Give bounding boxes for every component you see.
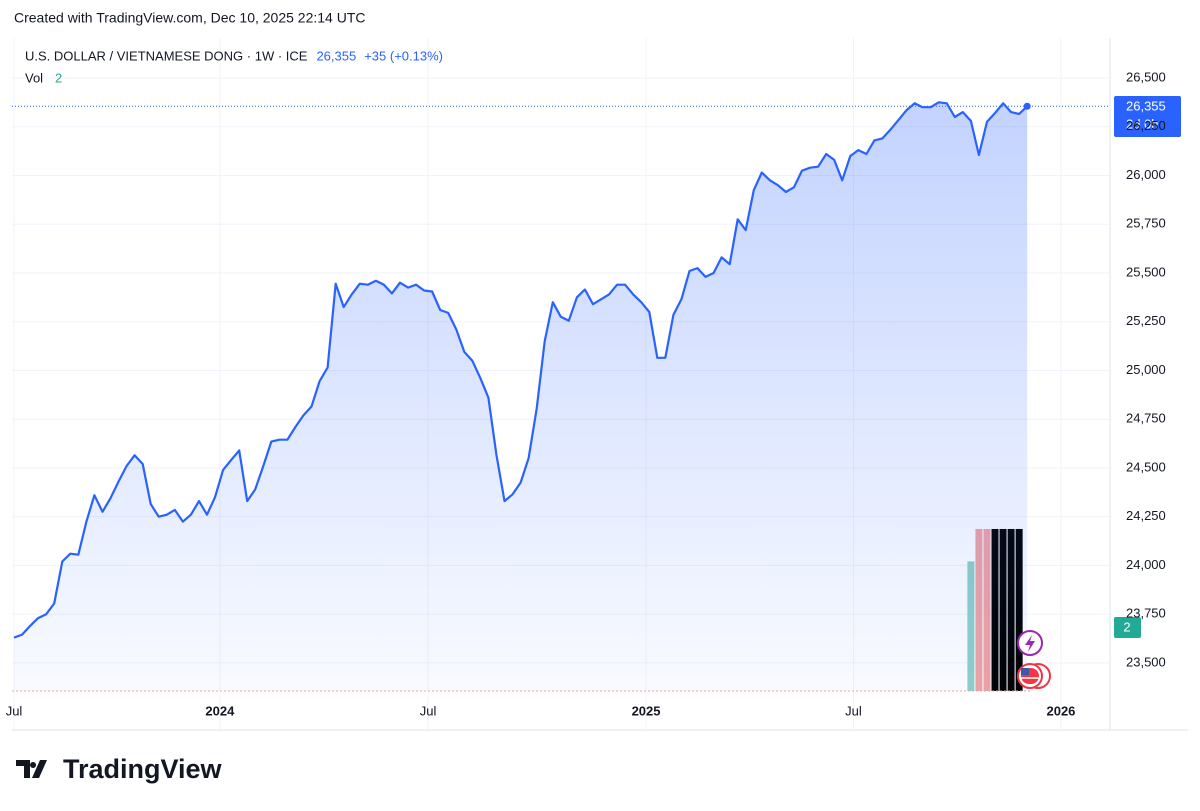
y-tick-label: 23,750 <box>1126 606 1166 621</box>
volume-legend: Vol <box>25 70 43 85</box>
logo-text: TradingView <box>63 754 223 784</box>
price-change: +35 (+0.13%) <box>364 48 443 63</box>
price-tag-label: 26,355 <box>1126 98 1166 113</box>
y-tick-label: 25,000 <box>1126 362 1166 377</box>
y-tick-label: 25,500 <box>1126 264 1166 279</box>
volume-tag-label: 2 <box>1123 619 1130 634</box>
volume-tag <box>1114 617 1141 638</box>
y-tick-label: 24,500 <box>1126 459 1166 474</box>
price-line <box>13 101 1028 639</box>
y-tick-label: 26,250 <box>1126 118 1166 133</box>
price-area <box>14 102 1028 692</box>
x-tick-label: 2024 <box>205 703 235 718</box>
y-tick-label: 24,000 <box>1126 557 1166 572</box>
x-tick-label: Jul <box>6 703 23 718</box>
volume-value: 2 <box>55 70 62 85</box>
last-price: 26,355 <box>316 48 356 63</box>
last-point <box>1023 102 1031 110</box>
y-tick-label: 26,000 <box>1126 167 1166 182</box>
event-icons <box>1017 630 1051 689</box>
x-tick-label: Jul <box>845 703 862 718</box>
y-tick-label: 24,250 <box>1126 508 1166 523</box>
y-tick-label: 25,750 <box>1126 216 1166 231</box>
y-tick-label: 25,250 <box>1126 313 1166 328</box>
countdown: 2d 0h <box>1126 116 1159 131</box>
y-tick-label: 26,500 <box>1126 69 1166 84</box>
x-tick-label: Jul <box>420 703 437 718</box>
y-tick-label: 23,500 <box>1126 654 1166 669</box>
x-tick-label: 2025 <box>632 703 661 718</box>
created-note: Created with TradingView.com, Dec 10, 20… <box>14 10 365 26</box>
y-tick-label: 24,750 <box>1126 411 1166 426</box>
price-tag <box>1114 96 1181 137</box>
logo <box>16 760 47 778</box>
x-tick-label: 2026 <box>1046 703 1075 718</box>
symbol-title: U.S. DOLLAR / VIETNAMESE DONG · 1W · ICE <box>25 48 308 63</box>
